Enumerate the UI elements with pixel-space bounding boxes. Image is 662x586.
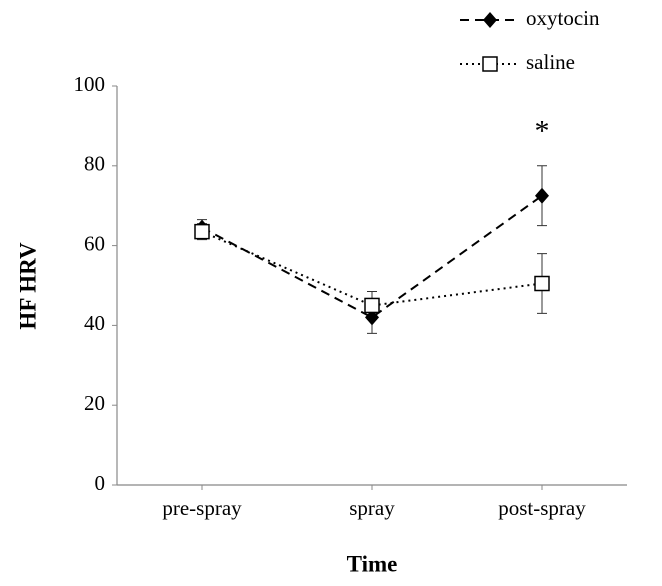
legend-label: saline <box>526 50 575 74</box>
data-point <box>534 275 550 292</box>
data-point <box>194 223 210 240</box>
x-axis-title: Time <box>347 551 398 576</box>
data-point <box>364 297 380 314</box>
x-tick-label: post-spray <box>498 496 586 520</box>
series-line <box>201 194 543 319</box>
x-tick-label: spray <box>349 496 395 520</box>
y-tick-label: 40 <box>84 311 105 335</box>
x-tick-label: pre-spray <box>162 496 242 520</box>
y-tick-label: 0 <box>95 471 106 495</box>
y-tick-label: 80 <box>84 152 105 176</box>
annotation: * <box>535 115 550 148</box>
series-line <box>201 230 543 307</box>
y-tick-label: 60 <box>84 231 105 255</box>
y-axis-title: HF HRV <box>15 242 40 330</box>
y-tick-label: 20 <box>84 391 105 415</box>
data-point <box>365 309 379 326</box>
y-tick-label: 100 <box>74 72 106 96</box>
legend-label: oxytocin <box>526 6 600 30</box>
legend-marker <box>482 56 498 72</box>
data-point <box>535 187 549 204</box>
legend-marker <box>483 12 497 28</box>
